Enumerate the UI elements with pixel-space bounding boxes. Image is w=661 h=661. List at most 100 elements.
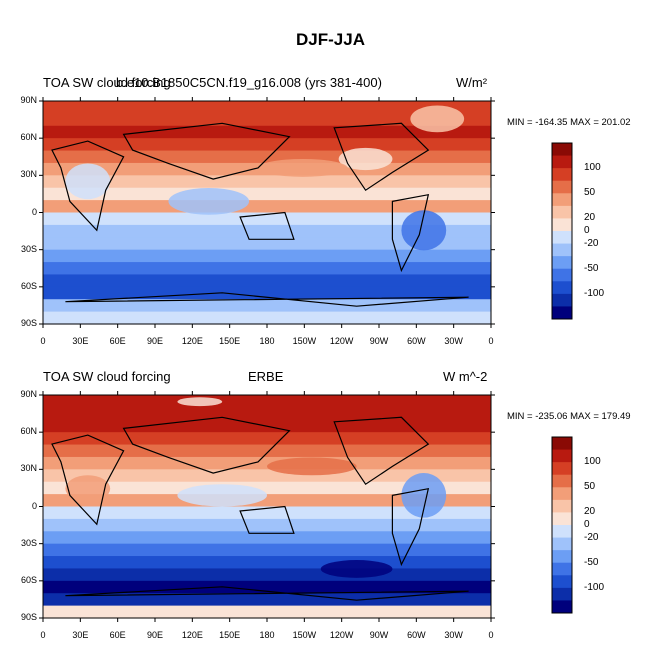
colorbar-label: 0 [584,225,590,236]
lat-label: 60N [20,132,37,143]
colorbar-segment [552,155,572,169]
field-band [43,200,491,214]
lon-label: 150E [219,630,241,640]
field-band [43,101,491,114]
panel-left-title: TOA SW cloud forcing [43,75,171,90]
panel-units: W m^-2 [443,369,488,384]
coastline [122,122,291,180]
lon-label: 0 [40,630,46,640]
field-blob [65,163,111,200]
lon-label: 150W [292,630,317,640]
field-band [43,395,491,408]
colorbar [551,436,573,614]
coastline [391,487,430,567]
lat-label: 60S [20,280,37,291]
field-band [43,518,491,532]
colorbar-label: 20 [584,212,596,224]
lon-label: 120W [329,630,354,640]
field-band [43,138,491,152]
coastline [122,416,291,474]
colorbar-segment [552,600,572,614]
lat-label: 90N [20,389,37,399]
colorbar-label: -100 [584,287,605,299]
field-band [43,299,491,313]
colorbar-segment [552,268,572,282]
lon-label: 30W [444,336,463,346]
coastline [51,140,125,232]
lat-label: 30N [20,169,37,180]
lon-label: 90E [146,630,163,640]
coastline [65,292,469,307]
field-band [43,274,491,288]
colorbar-label: 100 [584,456,601,468]
lon-label: 120W [329,336,354,346]
colorbar-segment [552,168,572,182]
colorbar-segment [552,512,572,526]
lon-label: 180 [259,336,275,346]
colorbar-segment [552,180,572,194]
colorbar-segment [552,243,572,257]
field-band [43,605,491,619]
field-band [43,456,491,470]
coastlines [51,416,469,601]
panel-center-title: ERBE [248,369,284,384]
colorbar-segment [552,537,572,551]
colorbar-segment [552,218,572,232]
field-blob [177,397,223,407]
field-blob [320,560,393,578]
lat-label: 0 [31,500,37,511]
coastline [65,586,469,601]
lat-label: 90S [20,612,37,622]
lon-label: 60E [109,336,126,346]
lon-label: 60W [407,630,426,640]
coastlines [51,122,469,307]
field-band [43,481,491,495]
colorbar-frame [551,142,573,320]
lon-label: 150E [219,336,241,346]
colorbar-label: -20 [584,531,599,543]
field-band [43,262,491,276]
colorbar-segment [552,293,572,307]
field-band [43,444,491,458]
colorbar-segment [552,256,572,270]
map-field [43,395,491,619]
lat-label: 30N [20,463,37,474]
field-band [43,113,491,127]
colorbar-label: -20 [584,237,599,249]
figure-title: DJF-JJA [296,30,365,49]
lon-label: 30E [72,630,89,640]
colorbar-segment [552,462,572,476]
field-band [43,187,491,201]
lon-label: 90W [369,630,389,640]
lon-label: 90E [146,336,163,346]
colorbar-segment [552,306,572,320]
colorbar-label: 100 [584,162,601,174]
colorbar-segment [552,525,572,539]
field-band [43,311,491,325]
lon-label: 0 [488,336,494,346]
colorbar-label: 20 [584,506,596,518]
field-band [43,531,491,545]
lat-label: 90S [20,318,37,328]
field-band [43,593,491,607]
colorbar-segment [552,487,572,501]
colorbar-label: -50 [584,556,599,568]
field-blob [267,457,357,476]
lon-label: 120E [181,630,203,640]
field-band [43,212,491,226]
colorbar-segment [552,474,572,488]
field-band [43,237,491,251]
field-band [43,175,491,189]
colorbar-label: 50 [584,481,596,493]
field-band [43,506,491,520]
colorbar-label: -50 [584,262,599,274]
colorbar [551,142,573,320]
colorbar-label: -100 [584,581,605,593]
field-blob [258,158,348,177]
coastline [391,193,430,273]
min-max-stats: MIN = -235.06 MAX = 179.49 [507,411,631,422]
colorbar-label: 50 [584,187,596,199]
field-band [43,543,491,557]
